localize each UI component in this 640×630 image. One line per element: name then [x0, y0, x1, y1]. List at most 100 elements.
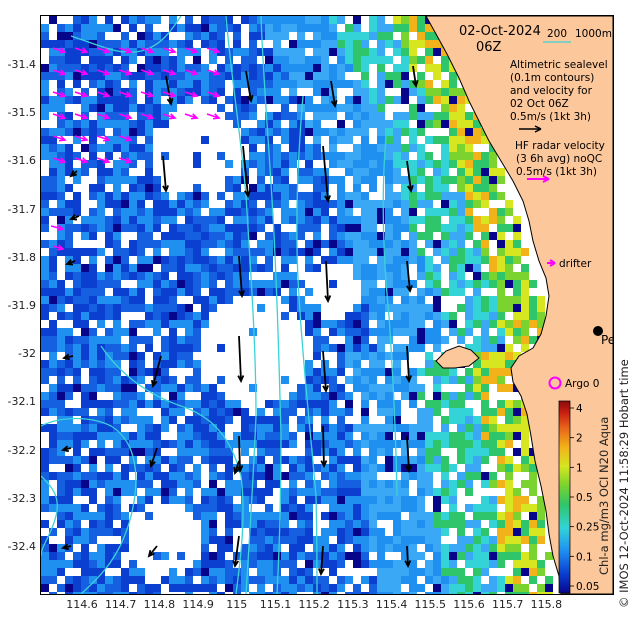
chl-pixel — [297, 520, 305, 528]
chl-pixel — [441, 112, 449, 120]
chl-pixel — [297, 504, 305, 512]
chl-pixel — [265, 240, 273, 248]
chl-pixel — [433, 384, 441, 392]
chl-pixel — [193, 224, 201, 232]
chl-pixel — [417, 120, 425, 128]
chl-pixel — [73, 152, 81, 160]
chl-pixel — [185, 328, 193, 336]
chl-pixel — [521, 584, 529, 592]
chl-pixel — [169, 64, 177, 72]
chl-pixel — [281, 416, 289, 424]
chl-pixel — [225, 288, 233, 296]
chl-pixel — [409, 48, 417, 56]
chl-pixel — [353, 424, 361, 432]
chl-pixel — [361, 32, 369, 40]
chl-pixel — [505, 256, 513, 264]
chl-pixel — [65, 592, 73, 594]
chl-pixel — [385, 512, 393, 520]
chl-pixel — [377, 32, 385, 40]
chl-pixel — [393, 344, 401, 352]
chl-pixel — [281, 456, 289, 464]
chl-pixel — [145, 216, 153, 224]
chl-pixel — [409, 560, 417, 568]
chl-pixel — [193, 328, 201, 336]
chl-pixel — [257, 248, 265, 256]
chl-pixel — [457, 392, 465, 400]
chl-pixel — [41, 552, 49, 560]
chl-pixel — [369, 472, 377, 480]
chl-pixel — [129, 296, 137, 304]
chl-pixel — [353, 304, 361, 312]
chl-pixel — [305, 192, 313, 200]
chl-pixel — [73, 560, 81, 568]
chl-pixel — [401, 16, 409, 24]
chl-pixel — [257, 576, 265, 584]
chl-pixel — [393, 200, 401, 208]
chl-pixel — [161, 288, 169, 296]
hf-radar-arrow — [96, 47, 111, 54]
chl-pixel — [113, 456, 121, 464]
chl-pixel — [121, 344, 129, 352]
chl-pixel — [161, 360, 169, 368]
chl-pixel — [105, 24, 113, 32]
chl-pixel — [177, 312, 185, 320]
chl-pixel — [449, 496, 457, 504]
chl-pixel — [209, 240, 217, 248]
chl-pixel — [473, 248, 481, 256]
chl-pixel — [97, 416, 105, 424]
chl-pixel — [273, 56, 281, 64]
chl-pixel — [41, 576, 49, 584]
chl-pixel — [241, 584, 249, 592]
chl-pixel — [321, 528, 329, 536]
chl-pixel — [217, 104, 225, 112]
chl-pixel — [489, 584, 497, 592]
chl-pixel — [457, 568, 465, 576]
chl-pixel — [529, 576, 537, 584]
chl-pixel — [321, 360, 329, 368]
chl-pixel — [305, 216, 313, 224]
hf-radar-arrow — [162, 69, 177, 76]
chl-pixel — [481, 248, 489, 256]
chl-pixel — [177, 96, 185, 104]
chl-pixel — [497, 240, 505, 248]
chl-pixel — [193, 312, 201, 320]
chl-pixel — [385, 584, 393, 592]
chl-pixel — [313, 208, 321, 216]
hf-radar-arrow — [74, 91, 89, 98]
chl-pixel — [233, 432, 241, 440]
chl-pixel — [433, 136, 441, 144]
chl-pixel — [113, 480, 121, 488]
chl-pixel — [313, 400, 321, 408]
altimetry-arrow — [242, 145, 251, 199]
chl-pixel — [497, 312, 505, 320]
drifter-legend-label: drifter — [559, 258, 592, 270]
chl-pixel — [369, 576, 377, 584]
chl-pixel — [289, 392, 297, 400]
chl-pixel — [177, 64, 185, 72]
chl-pixel — [145, 272, 153, 280]
chl-pixel — [153, 456, 161, 464]
chl-pixel — [521, 336, 529, 344]
chl-pixel — [65, 264, 73, 272]
chl-pixel — [57, 456, 65, 464]
chl-pixel — [241, 472, 249, 480]
chl-pixel — [217, 552, 225, 560]
chl-pixel — [305, 128, 313, 136]
chl-pixel — [113, 432, 121, 440]
chl-pixel — [289, 576, 297, 584]
chl-pixel — [417, 368, 425, 376]
chl-pixel — [513, 496, 521, 504]
chl-pixel — [209, 568, 217, 576]
chl-pixel — [153, 448, 161, 456]
chl-pixel — [89, 248, 97, 256]
argo-marker — [548, 376, 562, 390]
chl-pixel — [97, 376, 105, 384]
chl-pixel — [57, 544, 65, 552]
chl-pixel — [145, 312, 153, 320]
chl-pixel — [329, 496, 337, 504]
chl-pixel — [209, 512, 217, 520]
chl-pixel — [313, 88, 321, 96]
chl-pixel — [385, 216, 393, 224]
chl-pixel — [249, 440, 257, 448]
chl-pixel — [241, 128, 249, 136]
